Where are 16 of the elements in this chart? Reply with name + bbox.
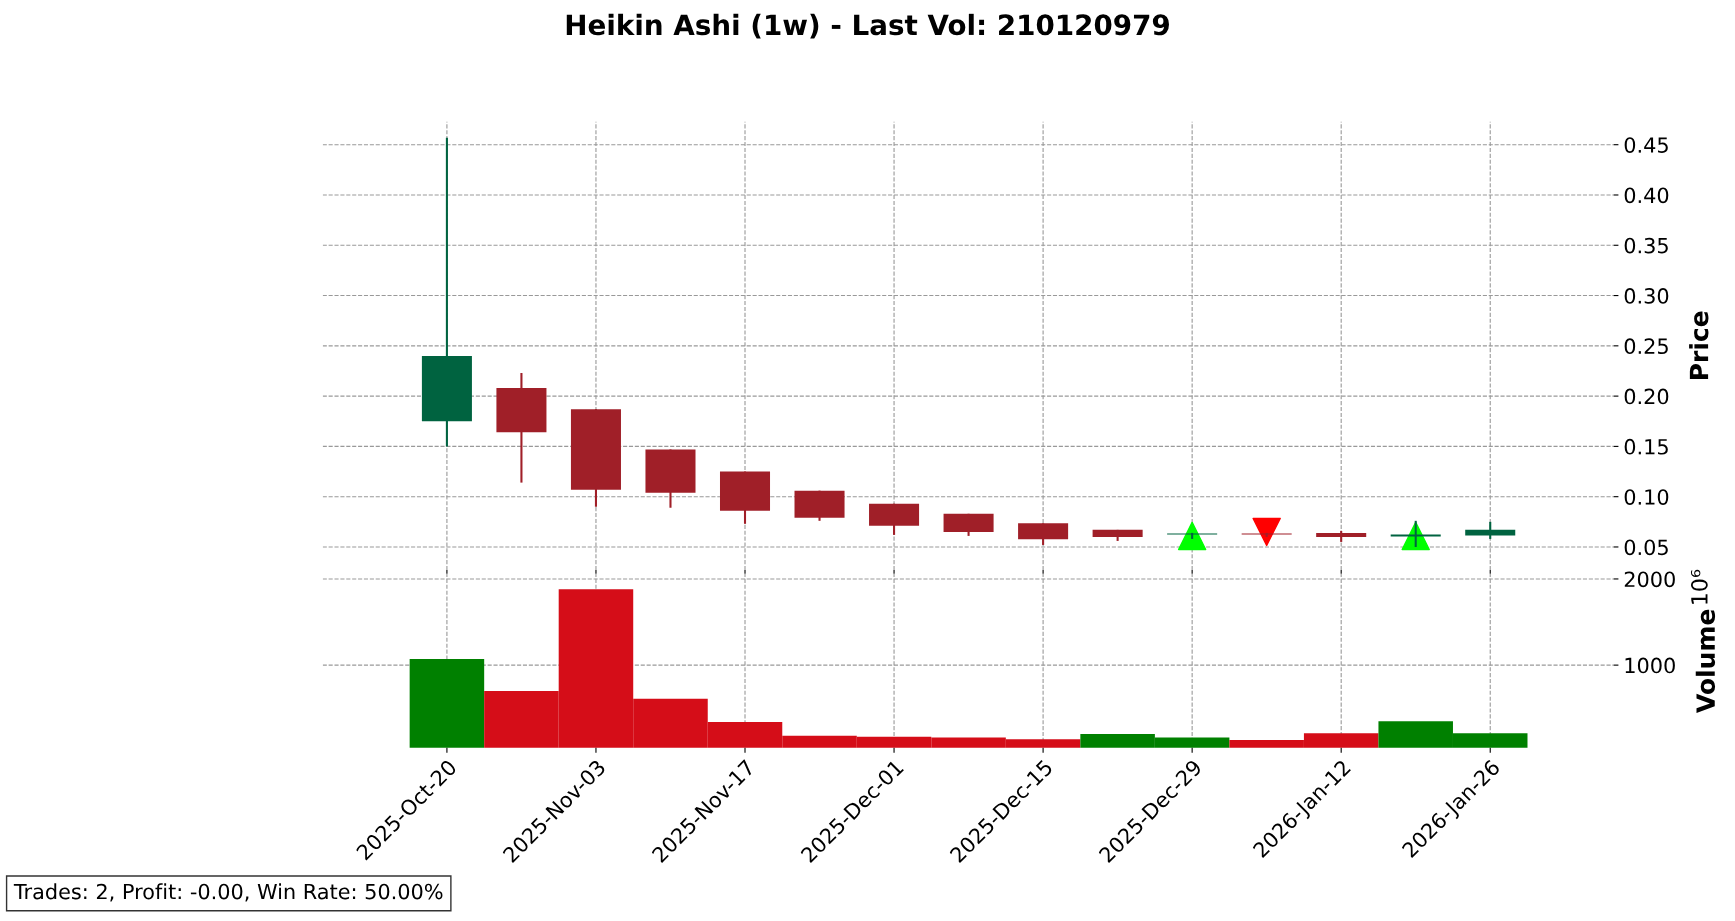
- y-tick-label: 0.15: [1624, 438, 1668, 455]
- y-axis-title: Volume: [1695, 609, 1716, 713]
- y-tick-label: 0.30: [1624, 288, 1669, 304]
- y-tick-label: 0.20: [1624, 388, 1669, 405]
- chart-title: Heikin Ashi (1w) - Last Vol: 210120979: [566, 13, 1169, 39]
- y-axis-title: Price: [1689, 311, 1709, 380]
- y-tick-label: 0.35: [1624, 237, 1668, 254]
- text: Trades: 2, Profit: -0.00, Win Rate: 50.00%: [13, 883, 443, 902]
- y-tick-label: 0.10: [1624, 489, 1669, 505]
- y-tick-label: 0.25: [1624, 338, 1668, 355]
- y-tick-label: 0.40: [1624, 187, 1669, 204]
- y-tick-label: 0.05: [1624, 539, 1668, 556]
- text: 10⁶: [1690, 569, 1708, 604]
- y-tick-label: 2000: [1624, 571, 1675, 588]
- y-tick-label: 1000: [1625, 657, 1675, 674]
- y-tick-label: 0.45: [1624, 137, 1668, 153]
